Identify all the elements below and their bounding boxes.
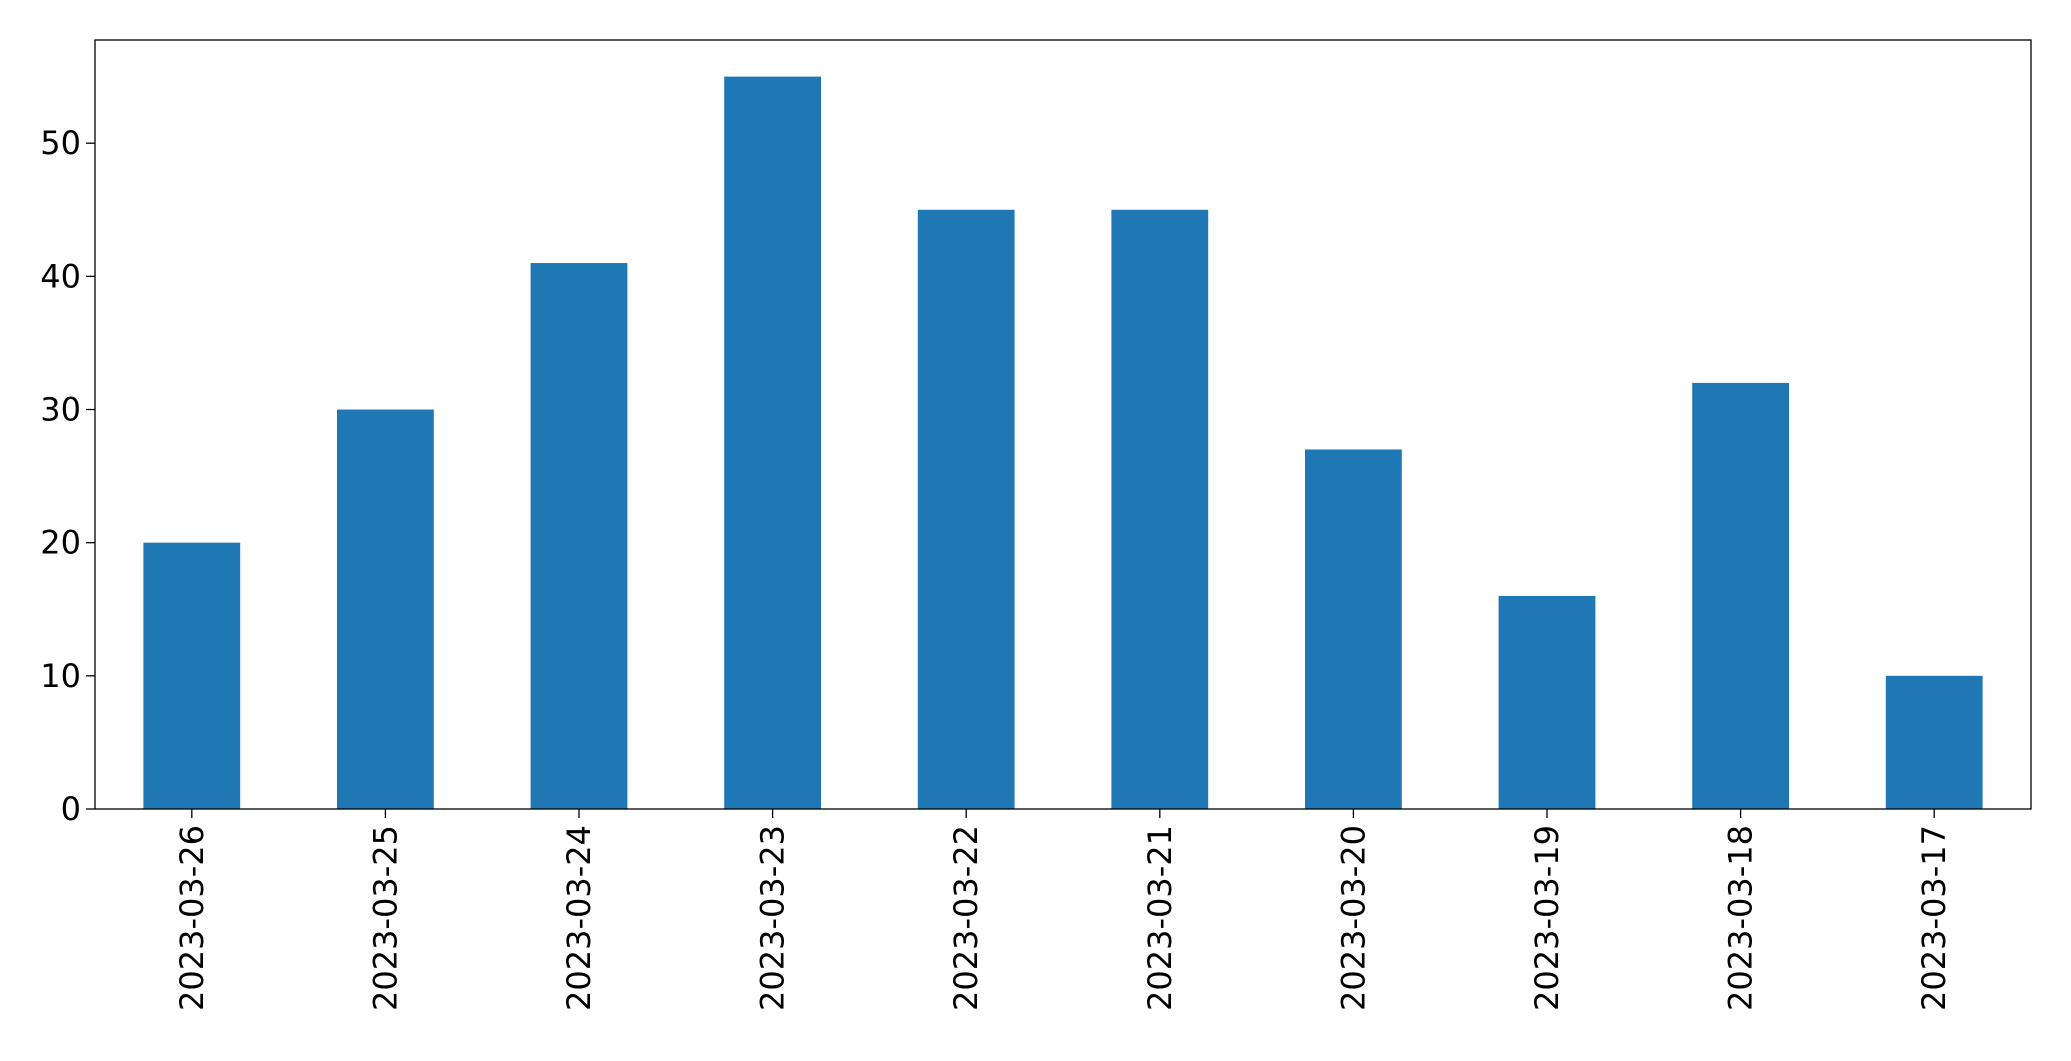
bar — [1692, 382, 1789, 809]
bar — [724, 76, 821, 810]
plot-frame — [94, 39, 2032, 810]
y-tick-label: 30 — [40, 391, 81, 429]
x-tick-label: 2023-03-19 — [1528, 825, 1566, 1011]
y-tick-label: 50 — [40, 124, 81, 162]
x-tick-label: 2023-03-23 — [754, 825, 792, 1011]
x-tick-label: 2023-03-17 — [1915, 825, 1953, 1011]
bar — [143, 542, 241, 809]
x-tick-label: 2023-03-18 — [1722, 825, 1760, 1011]
x-tick-label: 2023-03-20 — [1334, 825, 1372, 1011]
bar — [917, 209, 1015, 809]
x-tick-label: 2023-03-24 — [560, 825, 598, 1011]
x-tick-label: 2023-03-21 — [1141, 825, 1179, 1011]
bar — [1305, 449, 1402, 809]
y-tick-label: 10 — [40, 657, 81, 695]
bar — [1498, 595, 1596, 809]
y-tick-label: 20 — [40, 524, 81, 562]
y-tick-label: 0 — [61, 790, 81, 828]
bar — [337, 409, 434, 809]
bar — [1111, 209, 1209, 809]
bar — [530, 263, 628, 809]
y-tick-label: 40 — [40, 257, 81, 295]
x-tick-label: 2023-03-26 — [173, 825, 211, 1011]
bar — [1885, 675, 1983, 809]
x-tick-label: 2023-03-22 — [947, 825, 985, 1011]
x-tick-label: 2023-03-25 — [366, 825, 404, 1011]
